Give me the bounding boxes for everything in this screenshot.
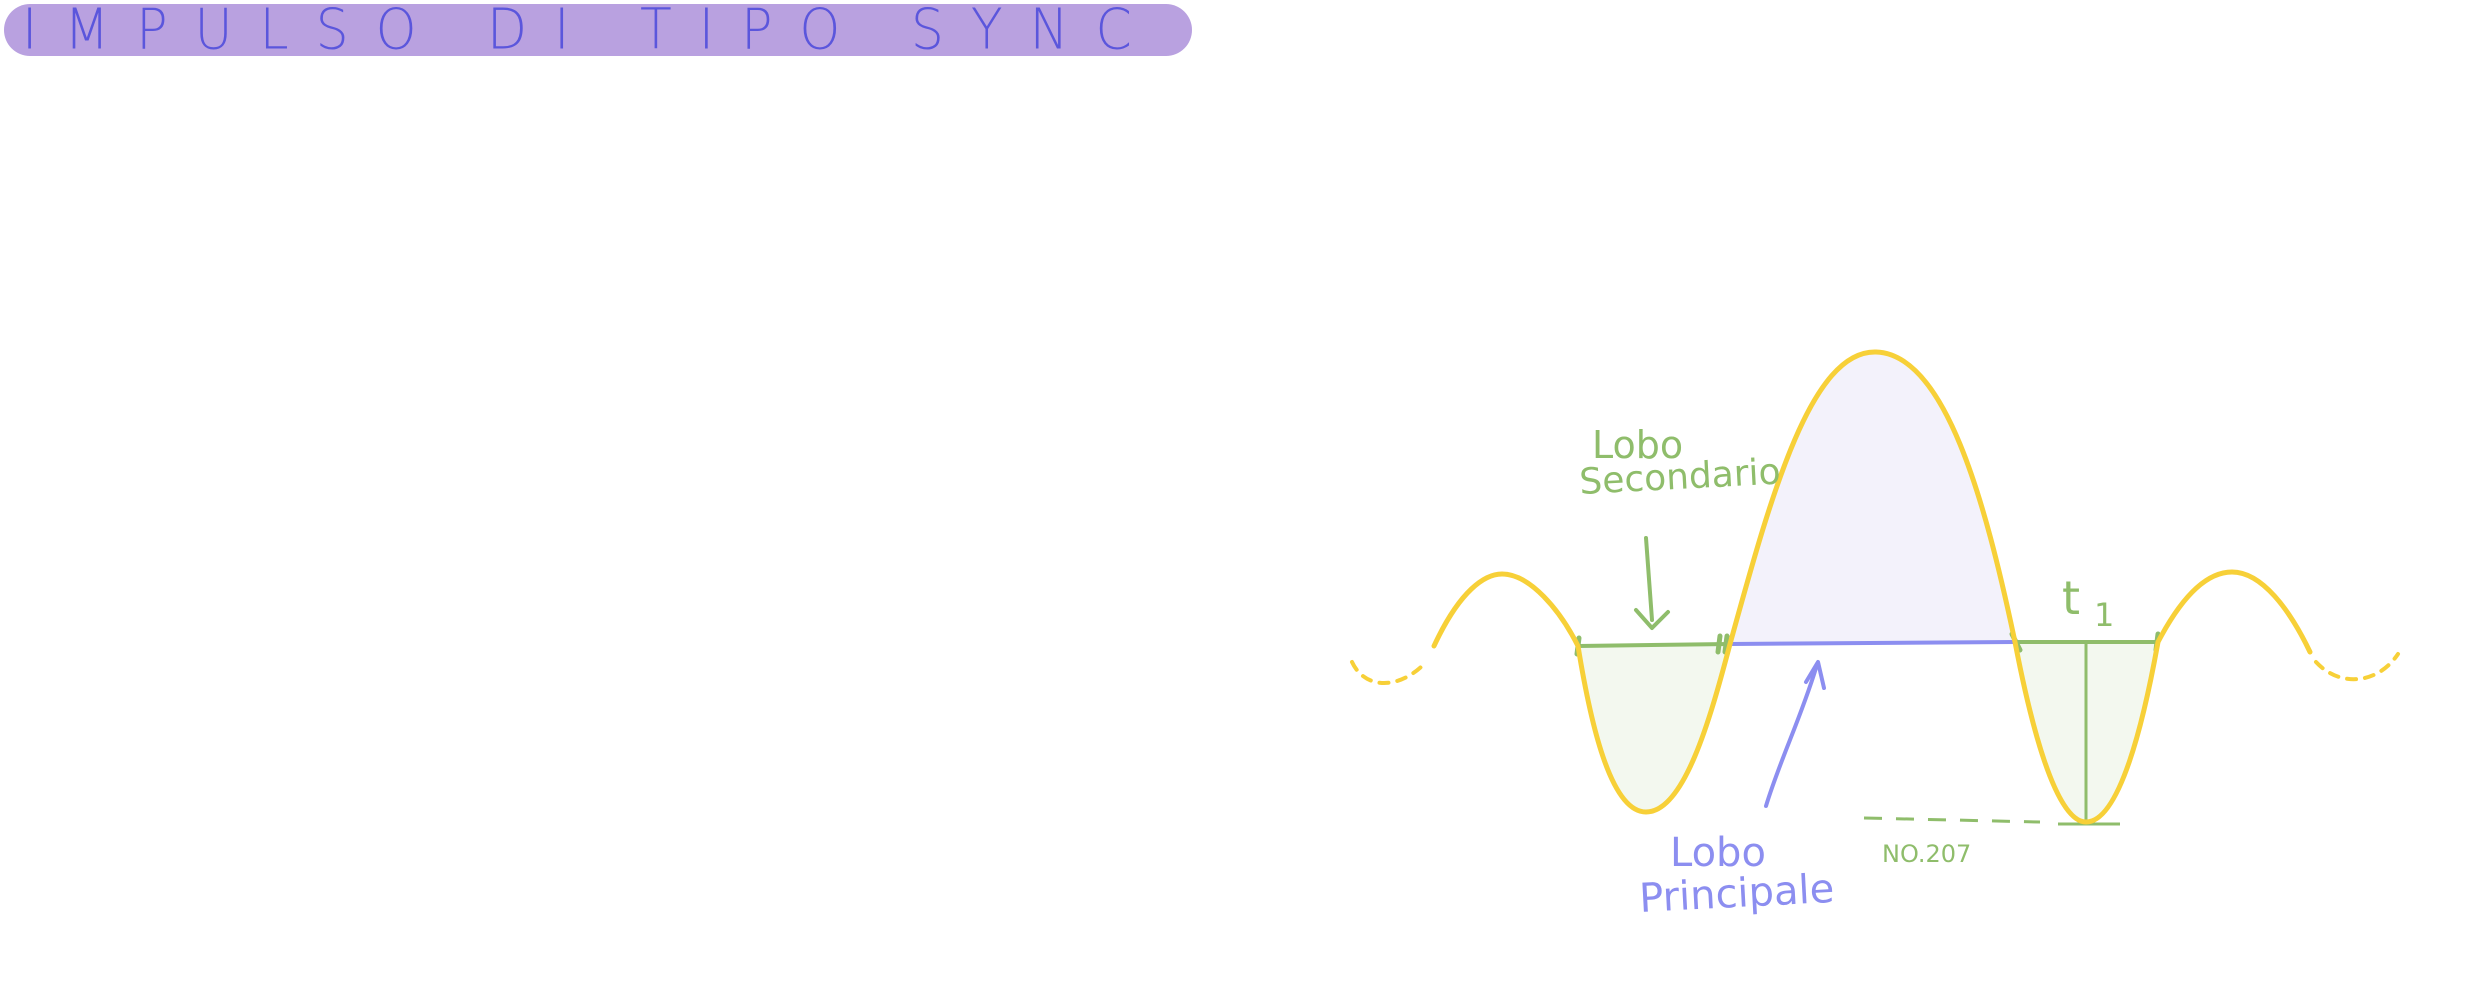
right-tail-dashed [2314, 652, 2400, 682]
main-lobe-fill [1730, 351, 2015, 644]
arrow-head-icon [1804, 660, 1826, 690]
main-lobe-arrow [1764, 666, 1818, 808]
arrow-head-icon [1634, 608, 1670, 630]
page-title: IMPULSO DI TIPO SYNC [22, 0, 1159, 63]
tick-mark [1722, 633, 1730, 655]
left-side-lobe-fill [1578, 644, 1730, 812]
left-side-lobe-baseline [1576, 642, 1732, 648]
sinc-curve [1431, 349, 2313, 825]
title-banner: IMPULSO DI TIPO SYNC [4, 0, 1192, 63]
tick-mark [1715, 633, 1723, 655]
reference-dashed-line [1863, 816, 2041, 824]
secondary-lobe-arrow [1644, 536, 1654, 622]
ratio-label: NO.207 [1882, 840, 1971, 868]
left-tail-dashed [1350, 660, 1428, 685]
t1-subscript: 1 [2094, 596, 2114, 634]
main-lobe-baseline [1728, 640, 2017, 646]
main-lobe-label-line2: Principale [1638, 866, 1835, 922]
t1-label: t [2062, 571, 2080, 625]
main-lobe-label-line1: Lobo [1670, 830, 1766, 876]
secondary-lobe-label-line1: Lobo [1592, 423, 1683, 467]
